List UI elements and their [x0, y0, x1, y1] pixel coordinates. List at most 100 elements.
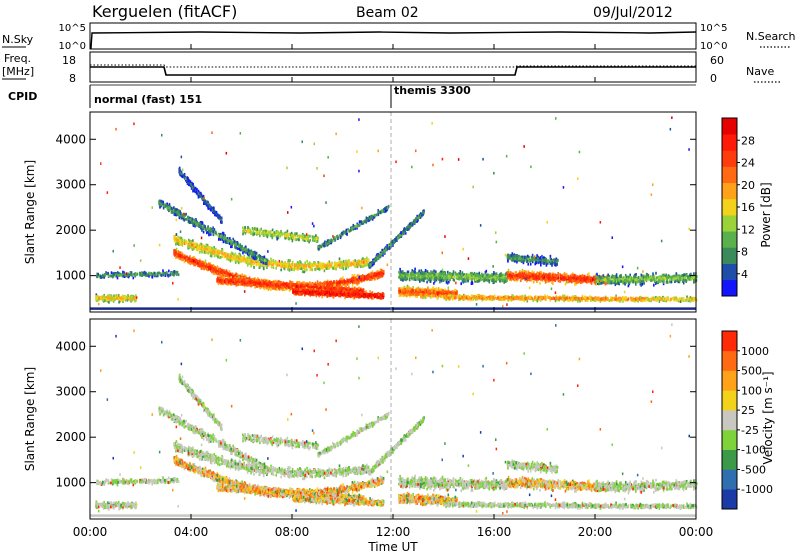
- power-cell: [279, 285, 282, 288]
- power-cell: [332, 293, 335, 297]
- power-cell: [195, 248, 198, 251]
- power-cell: [334, 283, 336, 287]
- power-cell: [216, 271, 219, 275]
- power-cell: [228, 272, 230, 275]
- power-cell: [251, 253, 254, 257]
- power-cell: [214, 211, 216, 214]
- power-cell: [214, 230, 217, 234]
- power-cell: [269, 261, 272, 265]
- power-cell: [333, 287, 335, 290]
- power-cell: [234, 261, 237, 264]
- power-cell: [214, 251, 216, 254]
- power-cell: [206, 243, 209, 247]
- power-cell: [315, 292, 318, 295]
- power-cell: [242, 281, 244, 285]
- power-cell: [266, 264, 268, 267]
- power-cell: [289, 266, 292, 270]
- power-cell: [235, 277, 238, 281]
- power-cell: [207, 230, 209, 234]
- power-cell: [319, 265, 322, 269]
- power-cell: [288, 264, 291, 268]
- power-cell: [187, 246, 189, 250]
- power-cell: [199, 222, 202, 226]
- power-cell: [336, 291, 339, 295]
- power-cell: [344, 283, 347, 287]
- power-cell: [327, 262, 330, 265]
- station-title: Kerguelen (fitACF): [92, 2, 237, 21]
- power-cell: [369, 273, 371, 277]
- power-cell: [197, 248, 199, 252]
- power-cell: [220, 278, 223, 282]
- power-cell: [343, 287, 345, 290]
- power-cell: [245, 278, 247, 282]
- power-cell: [222, 252, 224, 255]
- power-cell: [301, 270, 304, 274]
- power-cell: [237, 259, 240, 263]
- power-cell: [255, 282, 257, 285]
- power-cell: [291, 281, 293, 285]
- power-cell: [201, 229, 203, 232]
- power-cell: [283, 287, 286, 291]
- power-cell: [304, 293, 306, 297]
- power-cell: [352, 277, 355, 280]
- power-cell: [369, 292, 372, 296]
- power-cell: [231, 281, 233, 285]
- power-cell: [377, 294, 379, 298]
- power-cell: [158, 199, 161, 203]
- power-cell: [336, 281, 338, 285]
- power-cell: [218, 238, 220, 241]
- power-cell: [204, 259, 207, 263]
- power-cell: [222, 234, 225, 237]
- power-cell: [221, 249, 224, 252]
- power-cell: [305, 286, 308, 290]
- power-cell: [274, 259, 277, 263]
- power-cell: [180, 212, 182, 215]
- nsearch-label: N.Search: [746, 30, 796, 43]
- power-cell: [301, 282, 303, 285]
- power-cell: [205, 266, 208, 270]
- power-cell: [293, 286, 295, 290]
- power-cell: [284, 284, 287, 288]
- power-cell: [178, 239, 181, 242]
- power-cell: [363, 294, 365, 298]
- power-cell: [300, 261, 302, 265]
- power-cell: [212, 265, 214, 269]
- power-cell: [205, 228, 207, 232]
- power-cell: [216, 215, 219, 219]
- power-cell: [221, 268, 223, 272]
- power-cell: [229, 259, 232, 263]
- beam-title: Beam 02: [356, 5, 419, 21]
- power-cell: [174, 237, 177, 240]
- freq-trace: [90, 66, 696, 76]
- power-cell: [321, 295, 323, 299]
- power-cell: [228, 270, 231, 273]
- power-cell: [189, 260, 191, 264]
- power-cell: [334, 262, 336, 266]
- power-cell: [215, 249, 218, 253]
- power-cell: [287, 261, 289, 265]
- power-cell: [345, 292, 348, 296]
- power-cell: [175, 208, 177, 212]
- power-cell: [324, 281, 326, 285]
- power-cell: [179, 257, 182, 261]
- power-cell: [374, 271, 376, 275]
- power-cell: [365, 274, 368, 278]
- power-cell: [236, 281, 238, 284]
- power-cell: [353, 281, 355, 284]
- power-cell: [374, 274, 376, 277]
- power-cell: [174, 210, 176, 214]
- nsky-trace: [90, 31, 697, 49]
- power-cell: [183, 239, 185, 242]
- power-cell: [192, 182, 194, 186]
- freq-panel: Freq. [MHz] 18 8 60 0 Nave: [2, 51, 782, 85]
- power-cell: [308, 284, 310, 288]
- power-cell: [366, 262, 369, 266]
- power-cell: [289, 280, 291, 284]
- power-cell: [174, 249, 177, 253]
- power-cell: [343, 293, 345, 297]
- power-cell: [182, 241, 185, 245]
- power-cell: [347, 260, 350, 264]
- power-cell: [255, 259, 258, 262]
- power-cell: [231, 272, 234, 276]
- power-cell: [334, 293, 337, 296]
